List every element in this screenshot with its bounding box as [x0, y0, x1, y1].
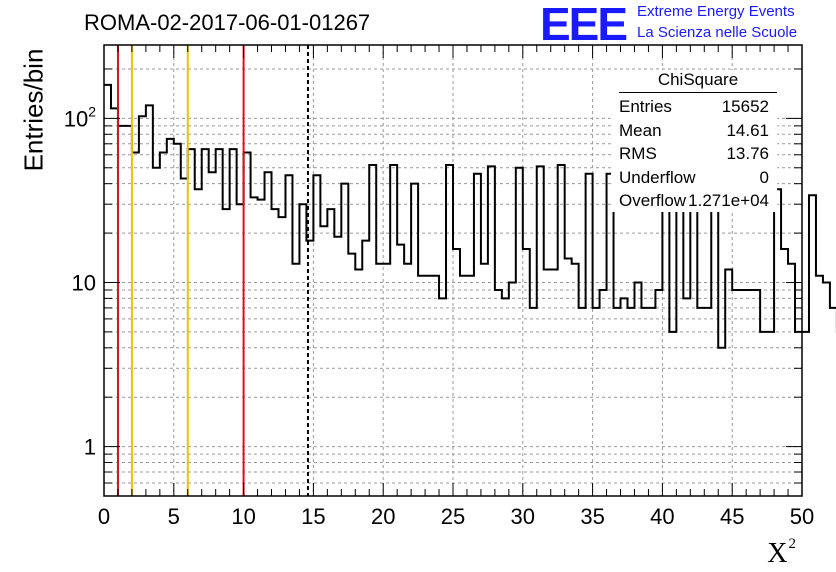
x-tick-label: 15 [301, 504, 325, 529]
stats-row-mean: Mean 14.61 [611, 119, 777, 143]
x-axis-label-base: X [767, 538, 788, 569]
stats-key: Underflow [619, 167, 696, 187]
x-tick-label: 25 [441, 504, 465, 529]
stats-box-title: ChiSquare [619, 70, 777, 93]
stats-value: 0 [759, 167, 769, 187]
stats-row-entries: Entries 15652 [611, 95, 777, 119]
x-tick-label: 30 [511, 504, 535, 529]
stats-key: RMS [619, 144, 657, 163]
stats-key: Mean [619, 120, 662, 140]
histogram-line [104, 83, 836, 349]
x-tick-label: 40 [650, 504, 674, 529]
x-tick-label: 5 [168, 504, 180, 529]
y-axis-label: Entries/bin [18, 48, 49, 172]
stats-row-rms: RMS 13.76 [611, 142, 777, 166]
stats-box: ChiSquare Entries 15652 Mean 14.61 RMS 1… [611, 70, 777, 212]
y-tick-label: 102 [64, 103, 96, 131]
y-tick-label: 1 [84, 435, 96, 460]
stats-row-overflow: Overflow 1.271e+04 [611, 189, 777, 213]
stats-value: 13.76 [726, 144, 769, 163]
stats-value: 15652 [721, 97, 769, 116]
stats-row-underflow: Underflow 0 [611, 166, 777, 190]
x-tick-label: 35 [580, 504, 604, 529]
chart-title: ROMA-02-2017-06-01-01267 [84, 10, 371, 35]
x-axis-label-superscript: 2 [788, 536, 797, 552]
eee-logo: EEE [540, 0, 628, 50]
x-tick-label: 45 [720, 504, 744, 529]
logo-tagline-1: Extreme Energy Events [637, 3, 795, 20]
logo-tagline-2: La Scienza nelle Scuole [637, 24, 798, 41]
x-tick-label: 0 [98, 504, 110, 529]
x-axis-label: X2 [767, 536, 796, 570]
x-tick-label: 20 [371, 504, 395, 529]
stats-value: 14.61 [726, 120, 769, 140]
stats-key: Overflow [619, 191, 687, 210]
y-tick-label: 10 [72, 270, 96, 295]
stats-key: Entries [619, 97, 672, 116]
stats-value: 1.271e+04 [688, 191, 769, 210]
x-tick-label: 10 [231, 504, 255, 529]
x-tick-label: 50 [790, 504, 814, 529]
